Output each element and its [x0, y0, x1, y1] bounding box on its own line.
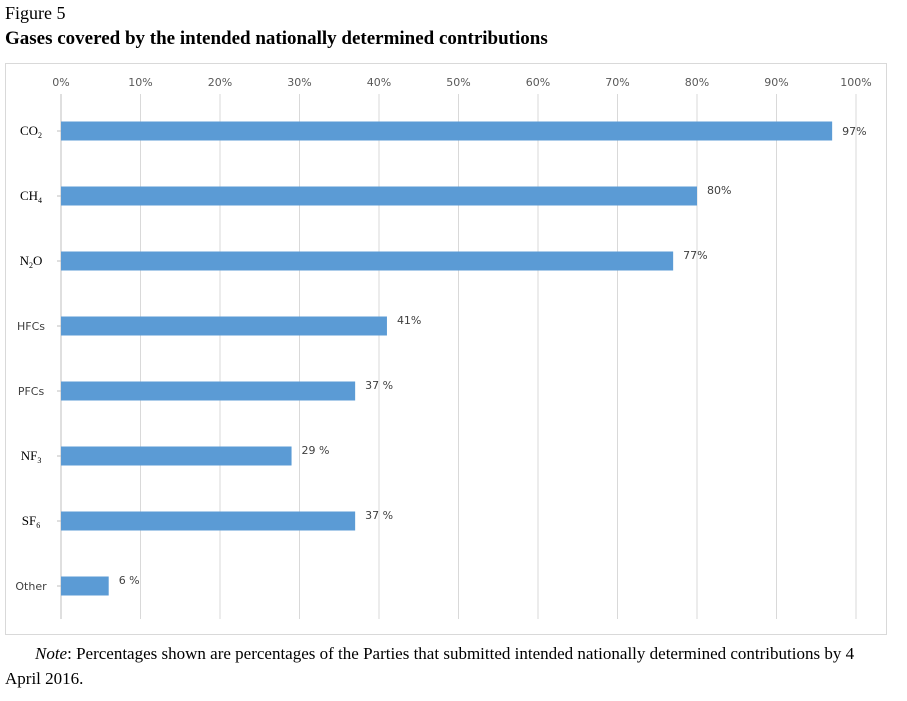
note-lead: Note: [35, 644, 68, 663]
data-label: 77%: [683, 249, 707, 262]
figure-title: Gases covered by the intended nationally…: [5, 28, 548, 49]
data-label: 80%: [707, 184, 731, 197]
data-label: 37 %: [365, 509, 393, 522]
bar: [61, 381, 356, 401]
category-label: NF3: [21, 448, 42, 465]
figure-label: Figure 5: [5, 3, 66, 23]
x-tick-label: 100%: [840, 76, 871, 89]
x-tick-label: 40%: [367, 76, 391, 89]
bar: [61, 186, 697, 206]
data-label: 29 %: [302, 444, 330, 457]
bar-chart: 0% 10% 20% 30% 40% 50% 60% 70% 80% 90% 100% CO2 97% C…: [15, 76, 872, 619]
category-label: PFCs: [18, 385, 45, 398]
category-label: CH4: [20, 188, 42, 205]
bar: [61, 121, 833, 141]
bar: [61, 251, 674, 271]
category-label: CO2: [20, 123, 42, 140]
bar: [61, 316, 387, 336]
figure-note: Note: Percentages shown are percentages …: [5, 641, 885, 691]
data-label: 41%: [397, 314, 421, 327]
data-label: 97%: [842, 125, 866, 138]
category-label: N2O: [20, 253, 43, 270]
data-label: 37 %: [365, 379, 393, 392]
x-tick-label: 90%: [764, 76, 788, 89]
category-label: SF6: [22, 513, 40, 530]
note-text: : Percentages shown are percentages of t…: [5, 644, 855, 688]
bar: [61, 511, 356, 531]
bar: [61, 576, 109, 596]
x-tick-label: 20%: [208, 76, 232, 89]
data-label: 6 %: [119, 574, 140, 587]
x-tick-label: 50%: [446, 76, 470, 89]
x-tick-label: 60%: [526, 76, 550, 89]
category-label: Other: [15, 580, 47, 593]
bar: [61, 446, 292, 466]
x-tick-label: 10%: [128, 76, 152, 89]
x-tick-label: 0%: [52, 76, 69, 89]
chart-container: 0% 10% 20% 30% 40% 50% 60% 70% 80% 90% 100% CO2 97% C…: [5, 63, 887, 635]
x-tick-label: 70%: [605, 76, 629, 89]
category-label: HFCs: [17, 320, 45, 333]
x-tick-label: 30%: [287, 76, 311, 89]
x-tick-label: 80%: [685, 76, 709, 89]
